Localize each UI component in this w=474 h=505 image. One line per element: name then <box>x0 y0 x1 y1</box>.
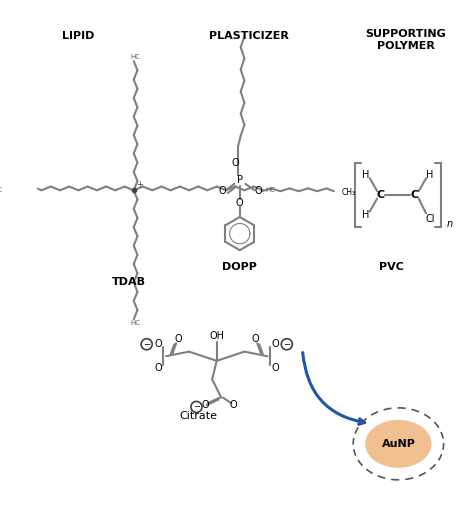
Text: PLASTICIZER: PLASTICIZER <box>209 31 289 41</box>
Text: O: O <box>229 400 237 410</box>
Text: O: O <box>252 334 259 344</box>
Text: +: + <box>136 180 143 189</box>
Text: H: H <box>363 210 370 220</box>
Text: LIPID: LIPID <box>62 31 95 41</box>
Text: −: − <box>143 340 150 349</box>
Text: O: O <box>271 363 279 373</box>
Text: SUPPORTING
POLYMER: SUPPORTING POLYMER <box>365 29 446 51</box>
Text: O: O <box>202 400 210 410</box>
Text: TDAB: TDAB <box>112 277 146 287</box>
Text: O: O <box>255 186 262 196</box>
Text: PVC: PVC <box>380 262 404 272</box>
Text: O: O <box>236 198 244 208</box>
Text: P: P <box>237 175 243 185</box>
Text: HC: HC <box>131 55 141 61</box>
Text: O: O <box>219 186 226 196</box>
Text: O: O <box>271 339 279 349</box>
Text: −: − <box>283 340 290 349</box>
Text: HC: HC <box>265 187 275 193</box>
Text: CH₃: CH₃ <box>341 187 356 196</box>
Text: DOPP: DOPP <box>222 262 257 272</box>
Text: HC: HC <box>131 320 141 326</box>
Ellipse shape <box>365 420 432 468</box>
Text: AuNP: AuNP <box>382 439 415 449</box>
Text: O: O <box>155 363 163 373</box>
Text: H: H <box>363 170 370 180</box>
Text: OH: OH <box>209 331 224 341</box>
Text: Cl: Cl <box>426 214 436 224</box>
Text: Citrate: Citrate <box>179 411 217 421</box>
Text: C: C <box>377 190 385 200</box>
Text: H: H <box>426 170 433 180</box>
Text: C: C <box>411 190 419 200</box>
Text: O: O <box>155 339 163 349</box>
Text: −: − <box>193 402 200 412</box>
Text: n: n <box>447 219 453 229</box>
Text: HC: HC <box>0 187 2 193</box>
Text: O: O <box>231 158 239 168</box>
Text: O: O <box>174 334 182 344</box>
